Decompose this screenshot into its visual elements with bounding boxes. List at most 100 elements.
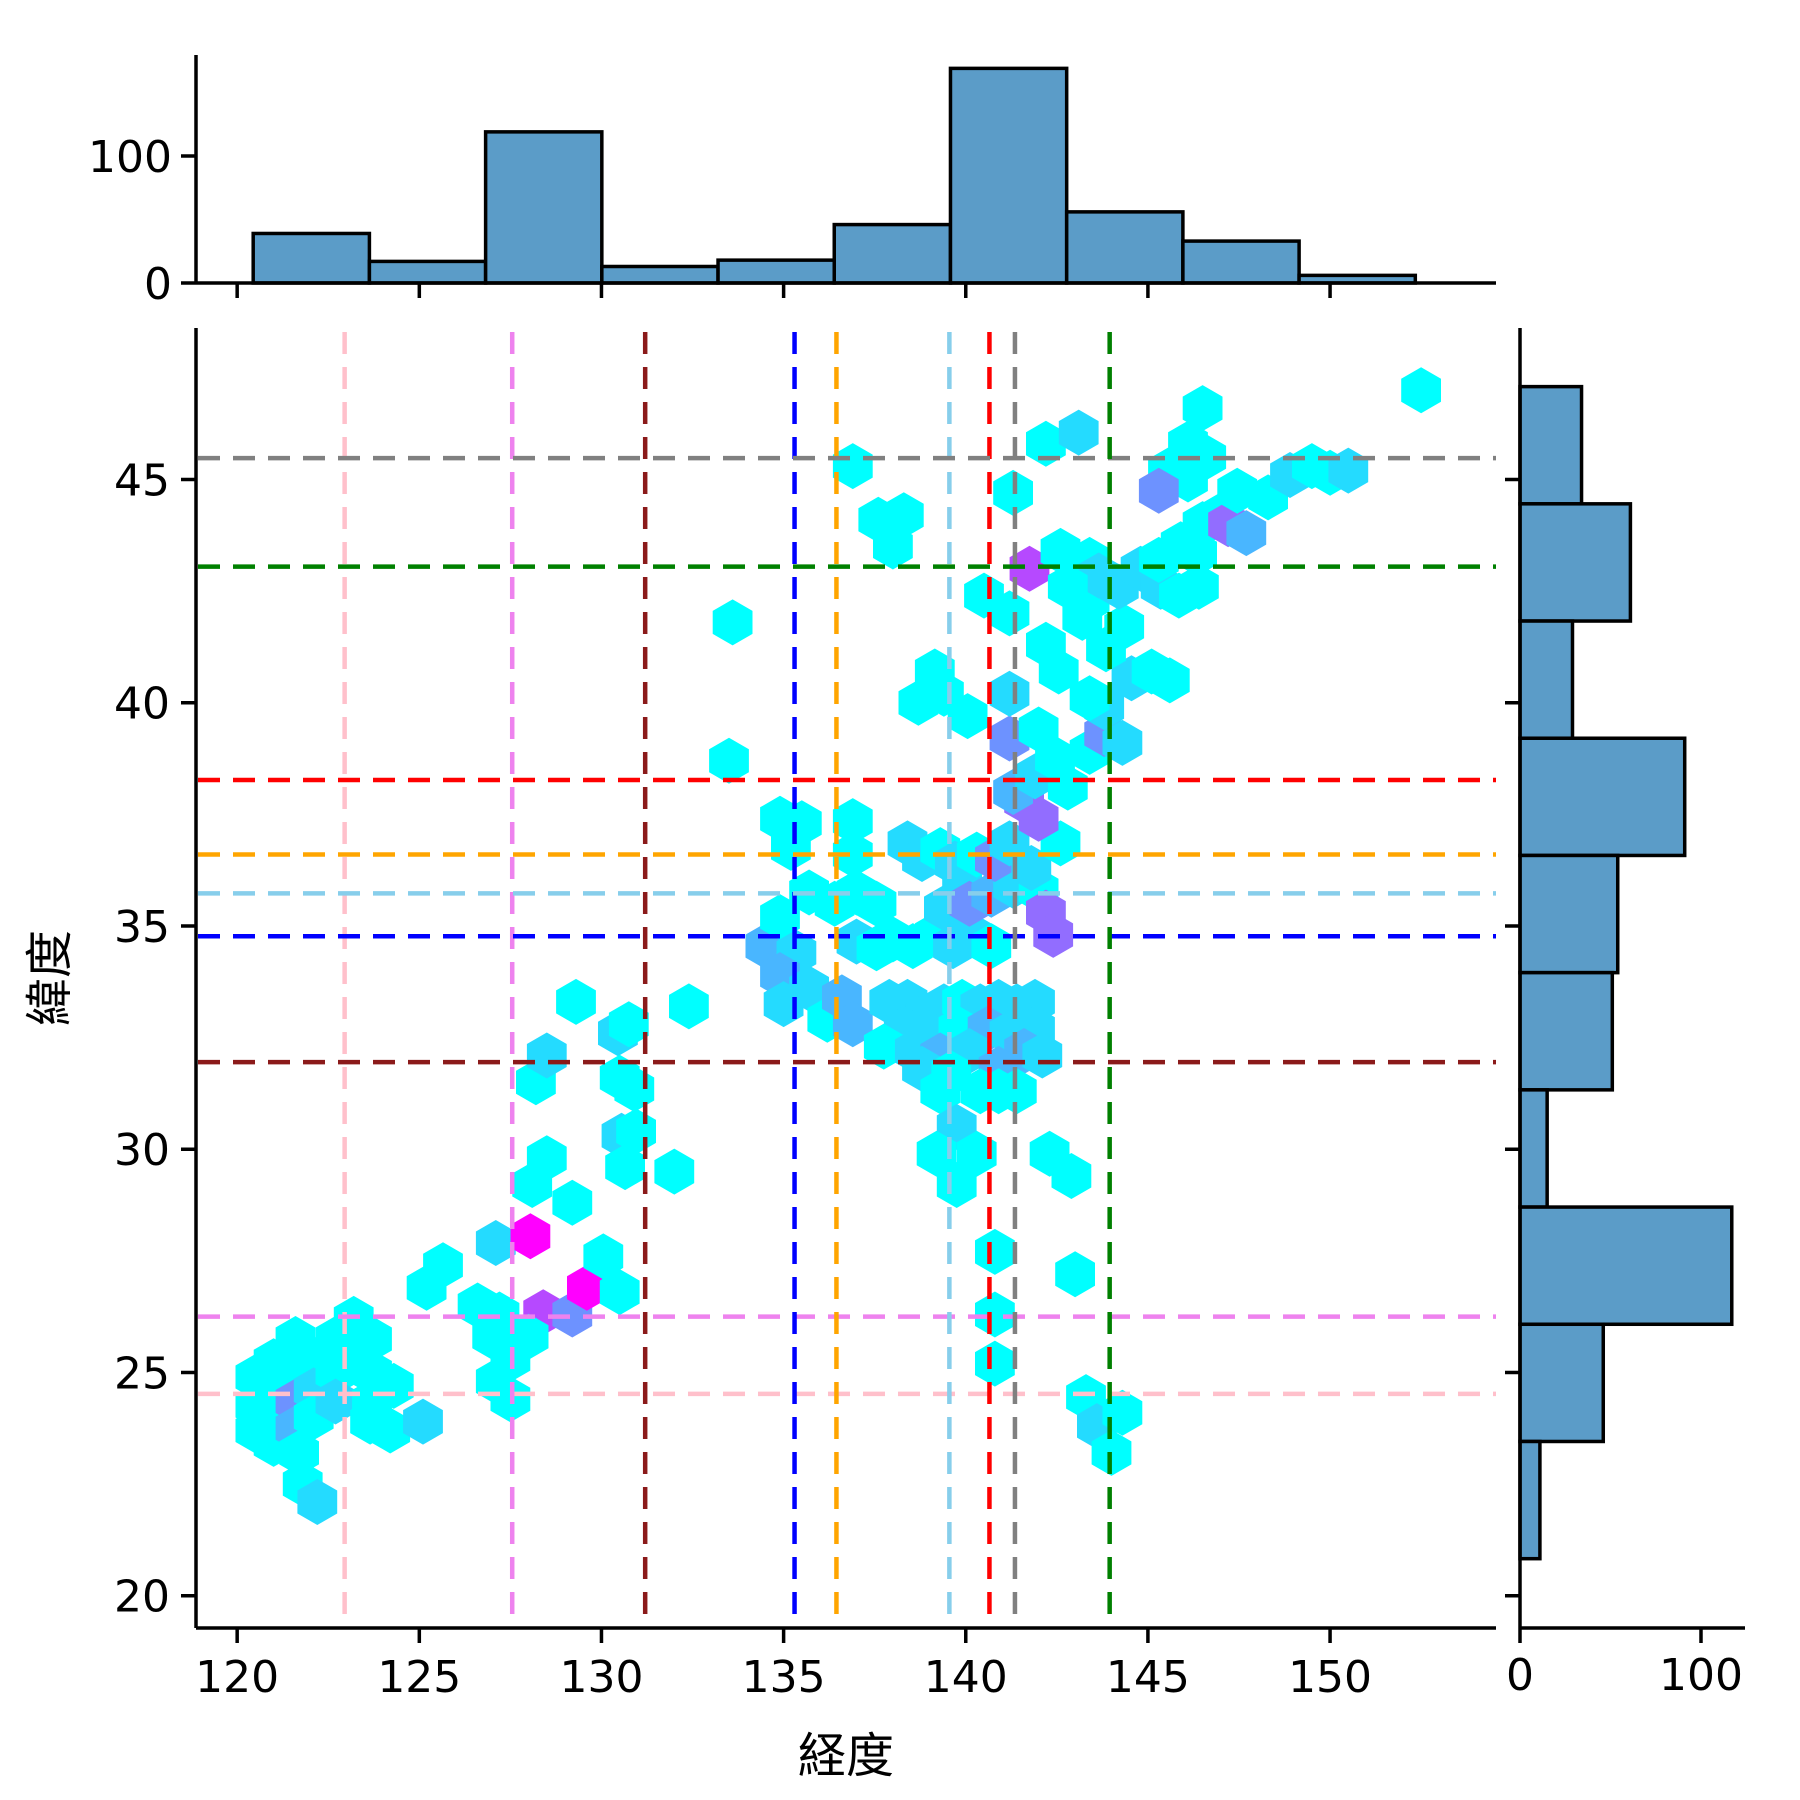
hexbin-cell	[832, 1001, 873, 1048]
right-hist-bar	[1518, 384, 1584, 506]
hexbin-cell	[1104, 603, 1145, 650]
hexbin-cell	[297, 1479, 338, 1525]
hexbin-cell	[989, 670, 1030, 717]
hexbin-cell	[552, 1179, 593, 1226]
hexbin-cell	[956, 1130, 997, 1177]
hexbin-cell	[1182, 385, 1223, 432]
hexbin-cell	[1022, 1032, 1063, 1079]
hexbin-cell	[567, 1264, 607, 1311]
top-hist-bar	[1181, 239, 1301, 285]
right-hist-bar	[1518, 619, 1575, 740]
hexbin-cell	[1217, 467, 1258, 514]
hexbin-cell	[1051, 1153, 1092, 1199]
hexbin-cell	[526, 1032, 567, 1079]
hexbin-cell	[1018, 706, 1059, 753]
top-hist-tick-label: 100	[88, 132, 172, 183]
hexbin-cell	[1149, 657, 1190, 704]
y-tick-label: 35	[114, 902, 170, 953]
hexbin-cell	[1069, 675, 1110, 722]
x-tick-label: 140	[924, 1652, 1008, 1703]
hexbin-cell	[1179, 563, 1219, 610]
hexbin-cell	[352, 1316, 392, 1362]
hexbin-cell	[771, 824, 811, 871]
hexbin-cell	[512, 1162, 553, 1208]
hexbin-cell	[709, 737, 749, 784]
top-hist-bar	[600, 264, 720, 285]
top-hist-bar	[832, 222, 953, 285]
hexbin-cell	[583, 1233, 624, 1280]
x-tick-label: 135	[742, 1652, 826, 1703]
hexbin-cell	[1102, 1389, 1143, 1436]
hexbin-cell	[1138, 467, 1179, 514]
hexbin-cell	[1047, 764, 1088, 811]
hexbin-cell	[1186, 434, 1227, 481]
x-tick-label: 150	[1288, 1652, 1372, 1703]
hexbin-cell	[1038, 648, 1079, 695]
hexbin-cell	[1401, 367, 1441, 414]
hexbin-cell	[599, 1269, 640, 1316]
right-hist-bar	[1518, 1439, 1542, 1561]
hexbin-cell	[1009, 545, 1050, 592]
hexbin-cell	[370, 1407, 411, 1454]
hexbin-cell	[1026, 420, 1066, 467]
y-tick-label: 45	[114, 455, 170, 506]
hexbin-cell	[975, 1291, 1015, 1338]
y-tick-label: 40	[114, 679, 170, 730]
top-hist-bar	[251, 231, 372, 285]
x-tick-label: 125	[377, 1652, 461, 1703]
hexbin-cell	[863, 1023, 904, 1070]
hexbin-cell	[898, 679, 939, 726]
hexbin-cell	[1055, 1251, 1095, 1298]
hexbin-cell	[605, 1144, 645, 1191]
hexbin-cell	[832, 831, 873, 878]
right-hist-tick-label: 100	[1659, 1650, 1743, 1701]
hexbin-cell	[996, 1068, 1037, 1115]
hexbin-cell	[510, 1213, 551, 1260]
x-tick-label: 130	[559, 1652, 643, 1703]
hexbin-cell	[1226, 510, 1267, 557]
hexbin-cell	[975, 1228, 1015, 1275]
y-tick-label: 30	[114, 1125, 170, 1176]
hexbin-cell	[975, 1340, 1015, 1387]
hexbin-cell	[832, 443, 873, 490]
hexbin-cell	[964, 572, 1004, 619]
hexbin-cell	[832, 798, 873, 845]
hexbin-cell	[1040, 527, 1081, 574]
hexbin-cell	[712, 599, 753, 646]
hexbin-cell	[654, 1148, 695, 1195]
hexbin-cell	[608, 1001, 649, 1048]
top-hist-bar	[1064, 210, 1185, 285]
right-hist-bar	[1518, 1205, 1734, 1327]
right-hist-bar	[1518, 1322, 1606, 1444]
hexbin-cell	[1018, 795, 1059, 842]
right-hist-bar	[1518, 970, 1615, 1092]
hexbin-cell	[936, 1162, 977, 1208]
right-hist-bar	[1518, 502, 1633, 623]
hexbin-cell	[1058, 409, 1099, 456]
hexbin-cell	[403, 1398, 443, 1445]
right-hist-bar	[1518, 736, 1687, 858]
hexbin-cell	[1047, 563, 1088, 610]
top-hist-bar	[367, 259, 488, 285]
hexbin-cell	[373, 1362, 414, 1409]
hexbin-cell	[406, 1264, 447, 1311]
x-axis-label: 経度	[798, 1728, 894, 1784]
top-hist-tick-label: 0	[144, 259, 172, 310]
right-hist-bar	[1518, 853, 1620, 975]
y-axis-label: 緯度	[22, 930, 78, 1026]
top-hist-bar	[948, 66, 1069, 285]
hexbin-cell	[279, 1429, 319, 1476]
hexbin-cell	[947, 693, 988, 740]
x-tick-label: 120	[195, 1652, 279, 1703]
right-hist-tick-label: 0	[1506, 1650, 1534, 1701]
plot-render-root: 0 100 0 100 120 125 130 135 140 145 150 20 25 30 35 40 4…	[88, 55, 1745, 1703]
y-tick-label: 25	[114, 1348, 170, 1399]
hexbin-cell	[873, 523, 913, 570]
hexbin-cell	[760, 894, 800, 941]
right-hist-bar	[1518, 1088, 1549, 1209]
hexbin-cell	[475, 1220, 516, 1266]
top-hist-bar	[483, 130, 604, 285]
hexbin-cell	[669, 983, 709, 1030]
